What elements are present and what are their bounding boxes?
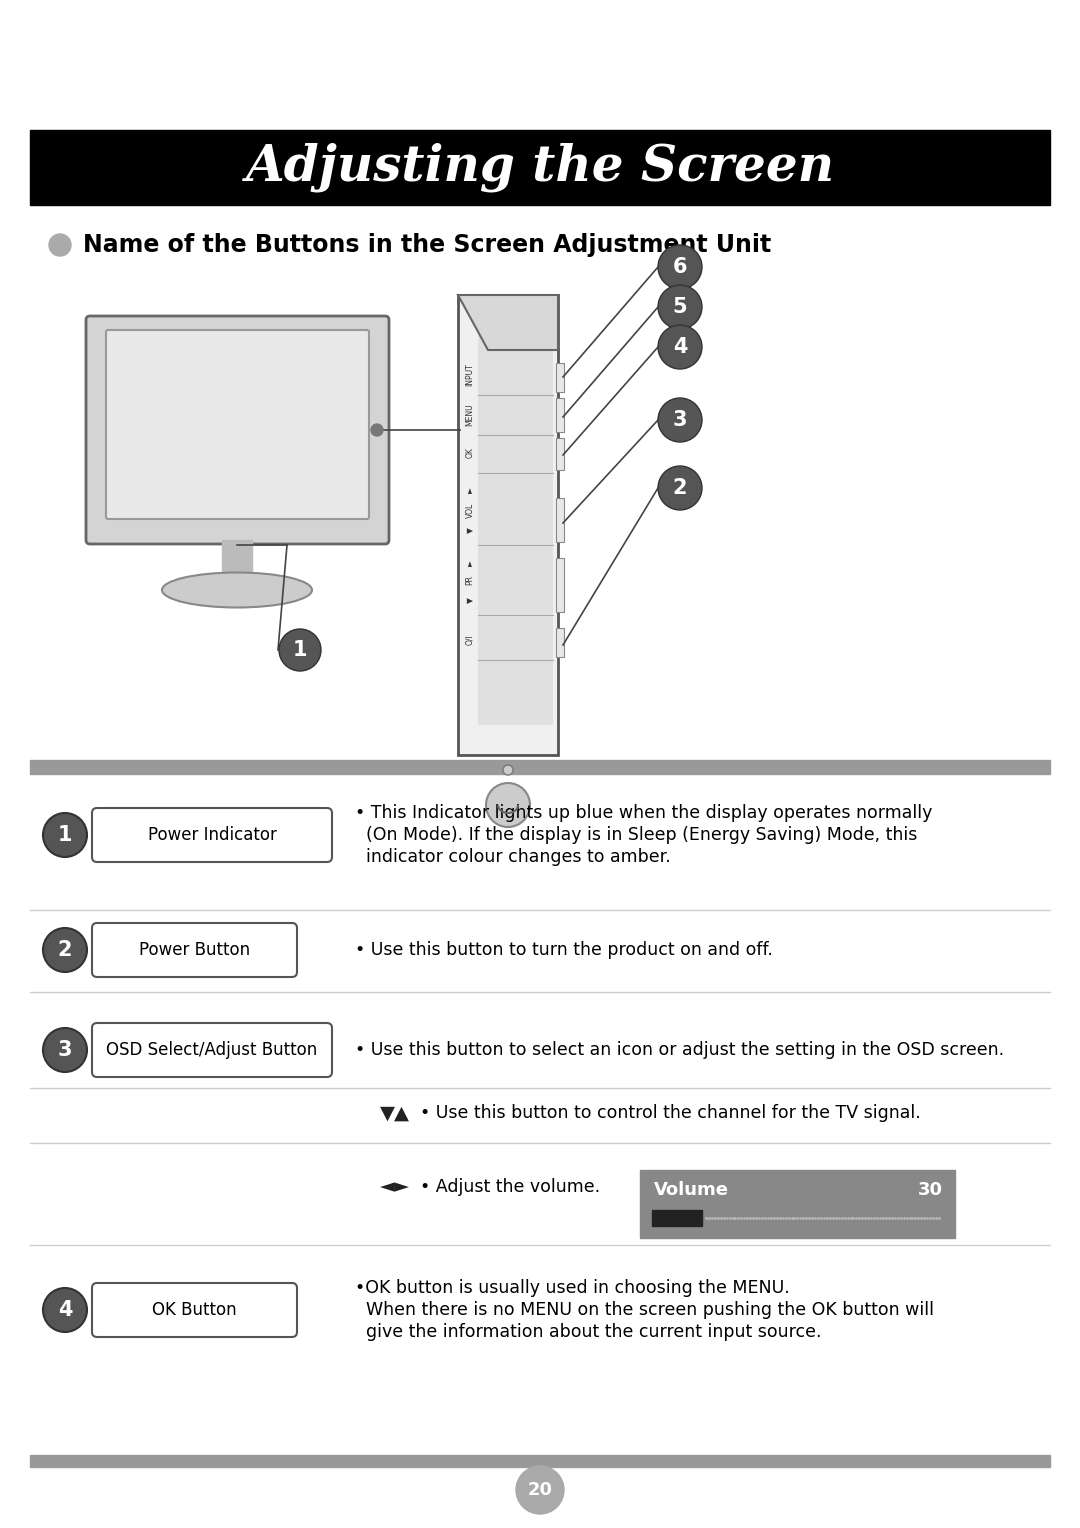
Text: ▼: ▼ <box>465 527 474 533</box>
Text: 6: 6 <box>673 257 687 277</box>
Text: 3: 3 <box>57 1041 72 1060</box>
Circle shape <box>658 325 702 368</box>
FancyBboxPatch shape <box>92 1284 297 1337</box>
Bar <box>652 1210 702 1225</box>
Bar <box>556 628 564 657</box>
Text: 4: 4 <box>57 1300 72 1320</box>
Text: OK Button: OK Button <box>152 1300 237 1319</box>
Text: ◄►: ◄► <box>380 1178 410 1196</box>
Text: ►: ► <box>465 487 474 494</box>
Text: 1: 1 <box>293 640 307 660</box>
Text: Power Indicator: Power Indicator <box>148 827 276 843</box>
Text: ►: ► <box>465 561 474 565</box>
Circle shape <box>658 286 702 329</box>
Text: 5: 5 <box>673 296 687 316</box>
Text: 30: 30 <box>918 1181 943 1199</box>
Circle shape <box>43 1288 87 1332</box>
Circle shape <box>372 423 383 435</box>
Text: 20: 20 <box>527 1481 553 1499</box>
Text: OK: OK <box>465 448 474 458</box>
Circle shape <box>658 466 702 510</box>
Circle shape <box>516 1465 564 1514</box>
Text: • Use this button to select an icon or adjust the setting in the OSD screen.: • Use this button to select an icon or a… <box>355 1041 1004 1059</box>
Bar <box>222 539 252 581</box>
Text: INPUT: INPUT <box>465 364 474 387</box>
Text: OSD Select/Adjust Button: OSD Select/Adjust Button <box>106 1041 318 1059</box>
Text: Power Button: Power Button <box>139 941 251 960</box>
Text: 2: 2 <box>57 940 72 960</box>
Bar <box>30 130 1050 205</box>
Text: • Use this button to control the channel for the TV signal.: • Use this button to control the channel… <box>420 1105 921 1122</box>
FancyBboxPatch shape <box>92 808 332 862</box>
Text: PR: PR <box>465 575 474 585</box>
FancyBboxPatch shape <box>86 316 389 544</box>
Circle shape <box>658 244 702 289</box>
Text: VOL: VOL <box>465 503 474 518</box>
Text: Volume: Volume <box>654 1181 729 1199</box>
Text: • Adjust the volume.: • Adjust the volume. <box>420 1178 600 1196</box>
Bar <box>556 397 564 432</box>
Text: 1: 1 <box>57 825 72 845</box>
Circle shape <box>279 630 321 671</box>
FancyBboxPatch shape <box>106 330 369 520</box>
Text: ▼: ▼ <box>465 597 474 604</box>
Text: • Use this button to turn the product on and off.: • Use this button to turn the product on… <box>355 941 773 960</box>
Text: indicator colour changes to amber.: indicator colour changes to amber. <box>355 848 671 866</box>
Text: (On Mode). If the display is in Sleep (Energy Saving) Mode, this: (On Mode). If the display is in Sleep (E… <box>355 827 917 843</box>
Bar <box>556 364 564 393</box>
Bar <box>556 558 564 613</box>
Bar <box>556 498 564 542</box>
Bar <box>458 295 558 755</box>
Text: When there is no MENU on the screen pushing the OK button will: When there is no MENU on the screen push… <box>355 1300 934 1319</box>
Circle shape <box>486 782 530 827</box>
Bar <box>478 335 553 724</box>
Text: • This Indicator lights up blue when the display operates normally: • This Indicator lights up blue when the… <box>355 804 932 822</box>
Text: O/I: O/I <box>465 634 474 645</box>
Circle shape <box>43 1028 87 1073</box>
Bar <box>30 759 1050 775</box>
Bar <box>30 1455 1050 1467</box>
Text: •OK button is usually used in choosing the MENU.: •OK button is usually used in choosing t… <box>355 1279 789 1297</box>
Circle shape <box>43 813 87 857</box>
Text: Adjusting the Screen: Adjusting the Screen <box>245 142 835 193</box>
Text: ▼▲: ▼▲ <box>380 1103 410 1123</box>
Ellipse shape <box>162 573 312 608</box>
Circle shape <box>43 927 87 972</box>
FancyBboxPatch shape <box>92 1024 332 1077</box>
Text: 3: 3 <box>673 410 687 429</box>
FancyBboxPatch shape <box>92 923 297 976</box>
Circle shape <box>503 766 513 775</box>
Ellipse shape <box>49 234 71 257</box>
Polygon shape <box>458 295 558 350</box>
Text: give the information about the current input source.: give the information about the current i… <box>355 1323 822 1342</box>
Circle shape <box>658 397 702 442</box>
Text: 2: 2 <box>673 478 687 498</box>
Bar <box>640 1170 955 1238</box>
Text: Name of the Buttons in the Screen Adjustment Unit: Name of the Buttons in the Screen Adjust… <box>83 232 771 257</box>
Text: 4: 4 <box>673 338 687 358</box>
Text: MENU: MENU <box>465 403 474 426</box>
Bar <box>556 439 564 471</box>
